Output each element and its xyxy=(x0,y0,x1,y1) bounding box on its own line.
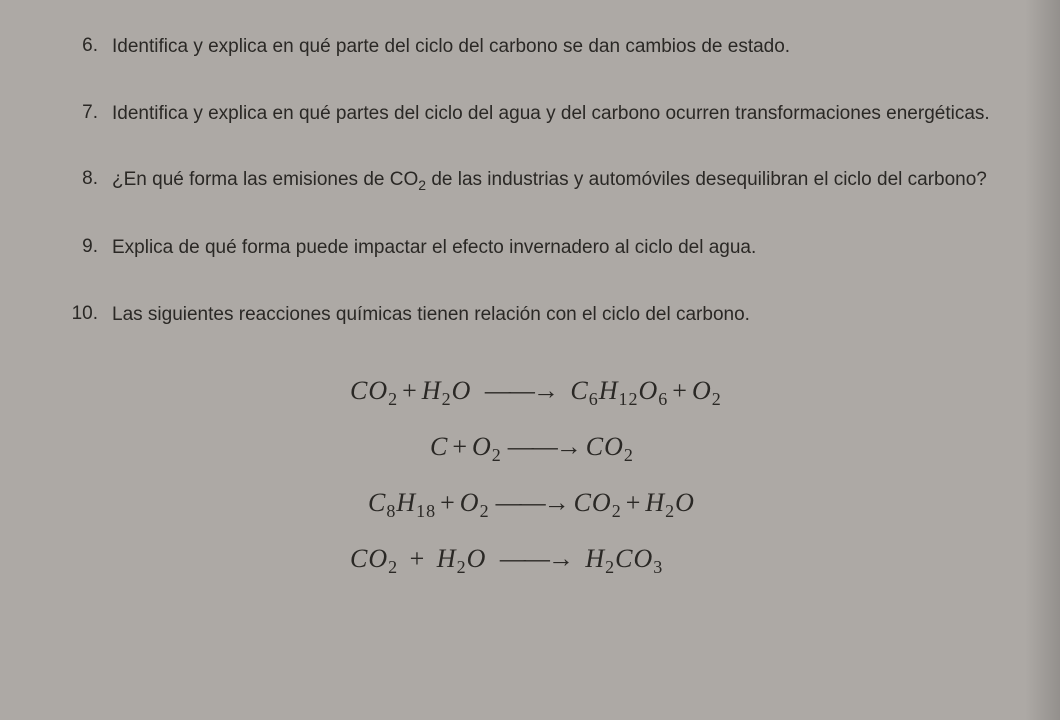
question-item-6: 6. Identifica y explica en qué parte del… xyxy=(70,35,1010,60)
base: H xyxy=(599,376,619,405)
base: O xyxy=(467,544,487,573)
base: C xyxy=(430,432,448,461)
plus-sign: + xyxy=(440,488,456,517)
plus-sign: + xyxy=(672,376,688,405)
base: O xyxy=(460,488,480,517)
subscript: 2 xyxy=(388,389,398,409)
base: H xyxy=(645,488,665,517)
base: CO xyxy=(574,488,612,517)
term: CO2 xyxy=(586,432,634,461)
subscript: 18 xyxy=(416,501,436,521)
subscript: 2 xyxy=(442,389,452,409)
base: CO xyxy=(350,544,388,573)
arrow-icon: ——→ xyxy=(496,488,568,517)
term: H2O xyxy=(437,544,487,573)
page-shadow xyxy=(1025,0,1060,720)
subscript: 2 xyxy=(418,177,426,193)
base: O xyxy=(472,432,492,461)
question-number: 8. xyxy=(70,168,112,190)
equation-4: CO2 + H2O ——→ H2CO3 xyxy=(350,544,1010,578)
subscript: 6 xyxy=(658,389,668,409)
subscript: 2 xyxy=(388,557,398,577)
question-text: Identifica y explica en qué parte del ci… xyxy=(112,35,1010,60)
arrow-icon: ——→ xyxy=(500,544,572,573)
question-number: 9. xyxy=(70,236,112,258)
question-number: 7. xyxy=(70,102,112,124)
plus-sign: + xyxy=(626,488,642,517)
term: CO2 xyxy=(574,488,622,517)
base: O xyxy=(675,488,695,517)
term: CO2 xyxy=(350,376,398,405)
question-item-7: 7. Identifica y explica en qué partes de… xyxy=(70,102,1010,127)
equation-1: CO2+H2O ——→ C6H12O6+O2 xyxy=(350,376,1010,410)
subscript: 2 xyxy=(492,445,502,465)
equation-3: C8H18+O2——→CO2+H2O xyxy=(350,488,1010,522)
term: H2CO3 xyxy=(585,544,663,573)
base: CO xyxy=(615,544,653,573)
subscript: 2 xyxy=(605,557,615,577)
subscript: 2 xyxy=(712,389,722,409)
base: O xyxy=(692,376,712,405)
question-number: 6. xyxy=(70,35,112,57)
term: C xyxy=(430,432,448,461)
base: CO xyxy=(350,376,388,405)
base: CO xyxy=(586,432,624,461)
term: O2 xyxy=(692,376,722,405)
question-text-prefix: ¿En qué forma las emisiones de CO xyxy=(112,169,418,190)
subscript: 3 xyxy=(653,557,663,577)
question-item-10: 10. Las siguientes reacciones químicas t… xyxy=(70,303,1010,328)
term: CO2 xyxy=(350,544,398,573)
arrow-icon: ——→ xyxy=(485,376,557,405)
term: O2 xyxy=(472,432,502,461)
question-text: Identifica y explica en qué partes del c… xyxy=(112,102,1010,127)
subscript: 2 xyxy=(457,557,467,577)
question-text-suffix: de las industrias y automóviles desequil… xyxy=(426,169,987,190)
plus-sign: + xyxy=(402,376,418,405)
base: H xyxy=(585,544,605,573)
term: O2 xyxy=(460,488,490,517)
question-text: Las siguientes reacciones químicas tiene… xyxy=(112,303,1010,328)
equation-2: C+O2——→CO2 xyxy=(350,432,1010,466)
page-container: 6. Identifica y explica en qué parte del… xyxy=(70,35,1010,690)
base: H xyxy=(422,376,442,405)
base: O xyxy=(638,376,658,405)
question-item-8: 8. ¿En qué forma las emisiones de CO2 de… xyxy=(70,168,1010,194)
base: C xyxy=(368,488,386,517)
question-item-9: 9. Explica de qué forma puede impactar e… xyxy=(70,236,1010,261)
term: H2O xyxy=(645,488,695,517)
question-text: ¿En qué forma las emisiones de CO2 de la… xyxy=(112,168,1010,194)
question-number: 10. xyxy=(70,303,112,325)
term: H2O xyxy=(422,376,472,405)
subscript: 2 xyxy=(612,501,622,521)
plus-sign: + xyxy=(452,432,468,461)
arrow-icon: ——→ xyxy=(508,432,580,461)
subscript: 2 xyxy=(480,501,490,521)
subscript: 2 xyxy=(665,501,675,521)
equations-container: CO2+H2O ——→ C6H12O6+O2 C+O2——→CO2 C8H18+… xyxy=(70,376,1010,579)
question-text: Explica de qué forma puede impactar el e… xyxy=(112,236,1010,261)
subscript: 12 xyxy=(618,389,638,409)
term: C8H18 xyxy=(368,488,436,517)
base: H xyxy=(396,488,416,517)
plus-sign: + xyxy=(410,544,426,573)
subscript: 6 xyxy=(589,389,599,409)
subscript: 8 xyxy=(386,501,396,521)
base: O xyxy=(452,376,472,405)
base: C xyxy=(570,376,588,405)
subscript: 2 xyxy=(624,445,634,465)
term: C6H12O6 xyxy=(570,376,668,405)
base: H xyxy=(437,544,457,573)
